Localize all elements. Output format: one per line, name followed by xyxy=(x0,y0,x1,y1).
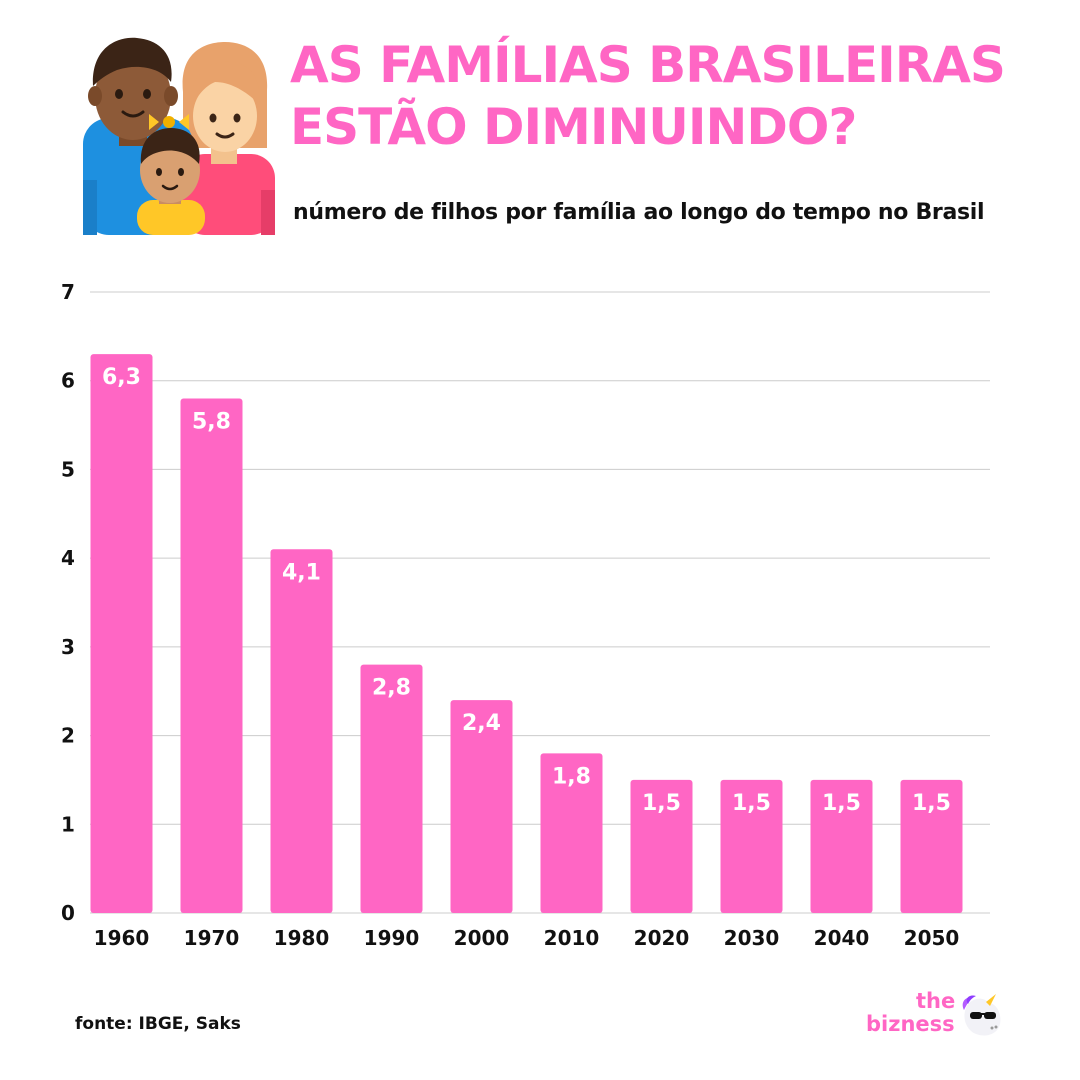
unicorn-icon xyxy=(962,994,1001,1036)
x-tick-label: 1960 xyxy=(94,926,150,950)
bar xyxy=(360,664,423,913)
bar-value-label: 4,1 xyxy=(282,560,321,585)
bar xyxy=(810,779,873,913)
bar-value-label: 2,8 xyxy=(372,676,411,701)
bar-value-label: 1,5 xyxy=(642,791,681,816)
source-note: fonte: IBGE, Saks xyxy=(75,1014,241,1034)
y-tick-label: 1 xyxy=(61,812,75,836)
x-tick-label: 1990 xyxy=(364,926,420,950)
bar xyxy=(180,398,243,913)
x-tick-label: 2020 xyxy=(634,926,690,950)
bar-value-label: 5,8 xyxy=(192,409,231,434)
bar xyxy=(270,549,333,913)
bar-value-label: 6,3 xyxy=(102,365,141,390)
bar xyxy=(540,753,603,913)
title-line-2: ESTÃO DIMINUINDO? xyxy=(290,98,857,156)
title-line-1: AS FAMÍLIAS BRASILEIRAS xyxy=(290,36,1006,94)
bar-value-label: 2,4 xyxy=(462,711,501,736)
bar xyxy=(450,700,513,913)
page-title: AS FAMÍLIAS BRASILEIRAS ESTÃO DIMINUINDO… xyxy=(290,34,1050,158)
x-tick-label: 2000 xyxy=(454,926,510,950)
x-tick-label: 2050 xyxy=(904,926,960,950)
bar xyxy=(900,779,963,913)
x-tick-label: 1980 xyxy=(274,926,330,950)
x-tick-label: 2010 xyxy=(544,926,600,950)
brand-the: the xyxy=(916,989,956,1013)
chart-subtitle: número de filhos por família ao longo do… xyxy=(293,200,985,225)
y-tick-label: 2 xyxy=(61,724,75,748)
bar xyxy=(630,779,693,913)
x-tick-label: 2030 xyxy=(724,926,780,950)
bar-value-label: 1,8 xyxy=(552,764,591,789)
bar-value-label: 1,5 xyxy=(732,791,771,816)
y-tick-label: 0 xyxy=(61,901,75,925)
y-tick-label: 3 xyxy=(61,635,75,659)
brand-bizness: bizness xyxy=(866,1012,955,1036)
x-tick-label: 1970 xyxy=(184,926,240,950)
bar-chart: 0 1 2 3 4 5 6 7 6,3 1960 5,8 1970 4,1 1980 2,8 1990 2,4 2… xyxy=(61,280,990,950)
y-tick-label: 6 xyxy=(61,369,75,393)
bar-value-label: 1,5 xyxy=(912,791,951,816)
bar xyxy=(90,354,153,914)
family-illustration xyxy=(55,30,285,235)
y-tick-label: 4 xyxy=(61,546,75,570)
bar-value-label: 1,5 xyxy=(822,791,861,816)
family-icon xyxy=(83,37,275,235)
x-tick-label: 2040 xyxy=(814,926,870,950)
brand-logo: the bizness xyxy=(858,990,1018,1050)
y-tick-label: 5 xyxy=(61,457,75,481)
y-tick-label: 7 xyxy=(61,280,75,304)
bar xyxy=(720,779,783,913)
